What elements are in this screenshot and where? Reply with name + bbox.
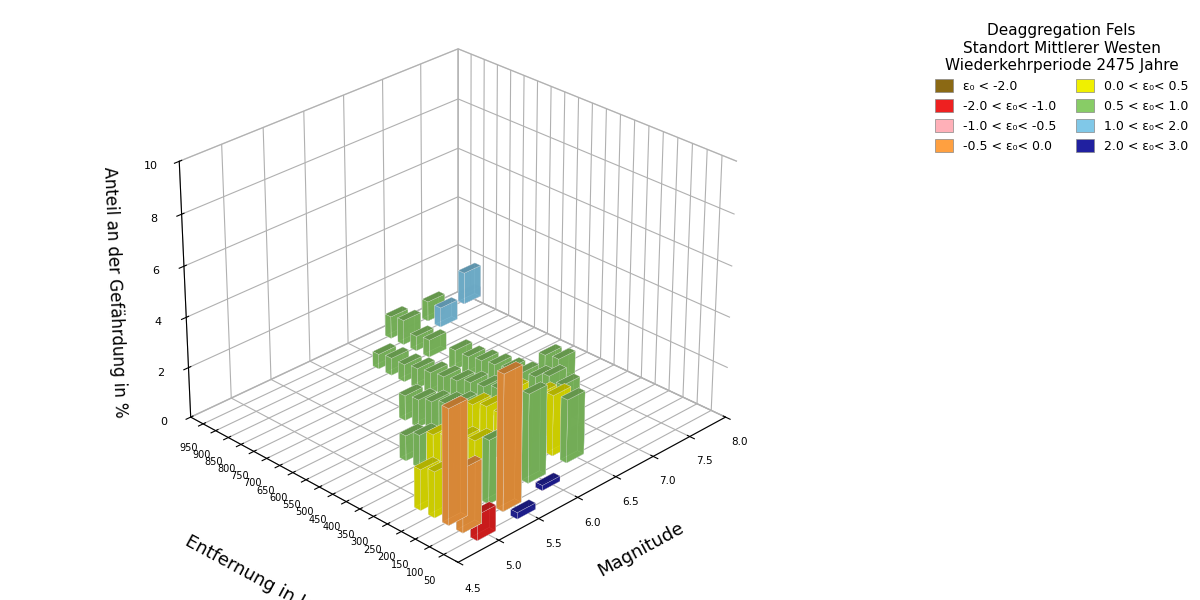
X-axis label: Magnitude: Magnitude [595,518,688,580]
Legend: ε₀ < -2.0, -2.0 < ε₀< -1.0, -1.0 < ε₀< -0.5, -0.5 < ε₀< 0.0, 0.0 < ε₀< 0.5, 0.5 : ε₀ < -2.0, -2.0 < ε₀< -1.0, -1.0 < ε₀< -… [930,18,1194,158]
Y-axis label: Entfernung in km: Entfernung in km [182,533,328,600]
